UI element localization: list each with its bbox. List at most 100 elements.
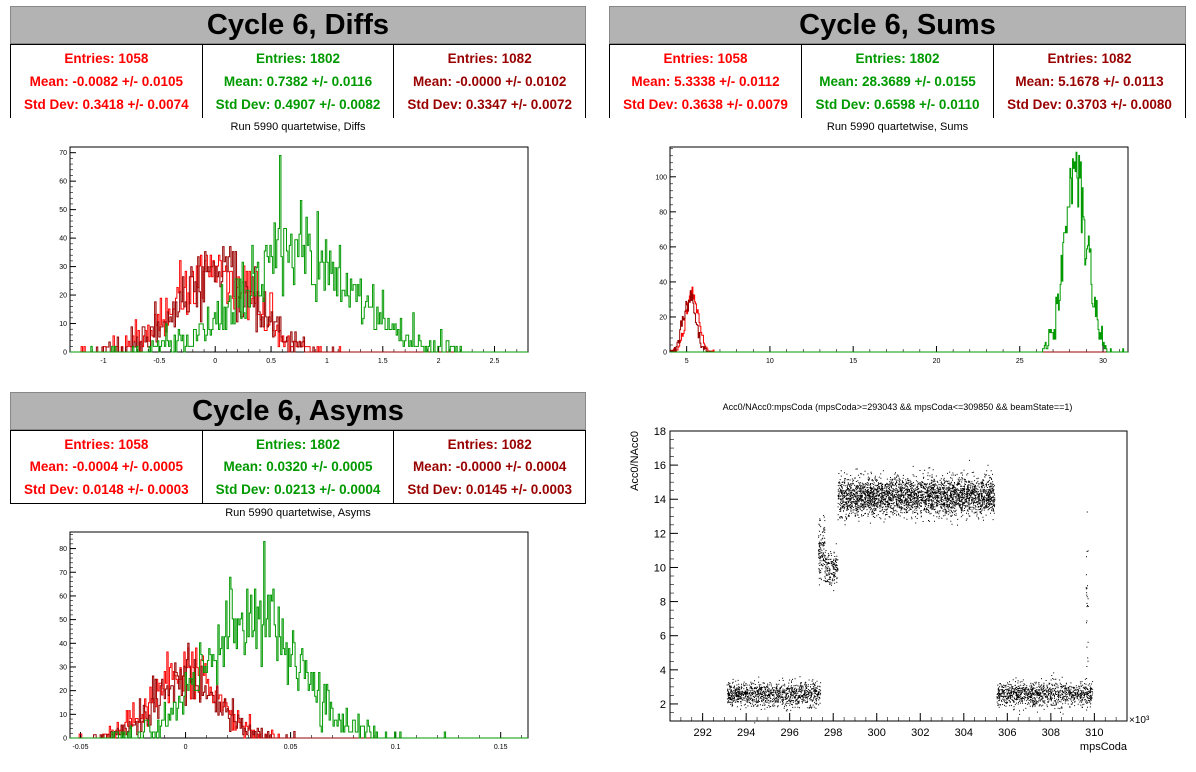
stat-entries: Entries: 1802: [255, 436, 341, 452]
x-tick-label: 10: [766, 358, 774, 365]
y-tick-label: 10: [654, 562, 666, 574]
x-tick-label: -0.05: [73, 744, 89, 751]
sums-stats-box: Entries: 1058 Mean: 5.3338 +/- 0.0112 St…: [609, 44, 1186, 118]
stat-std: Std Dev: 0.0148 +/- 0.0003: [23, 482, 189, 498]
scatter-points: [726, 459, 1094, 724]
x-tick-label: 0.05: [284, 744, 298, 751]
diffs-stats-box: Entries: 1058 Mean: -0.0082 +/- 0.0105 S…: [10, 44, 586, 118]
x-tick-label: 302: [911, 727, 929, 739]
x-tick-label: 0: [213, 358, 217, 365]
y-tick-label: 50: [59, 617, 67, 624]
x-tick-label: 294: [737, 727, 755, 739]
stat-mean: Mean: 5.1678 +/- 0.0113: [1015, 74, 1164, 89]
y-tick-label: 0: [63, 350, 67, 357]
diffs-stats-series1: Entries: 1058 Mean: -0.0082 +/- 0.0105 S…: [11, 45, 202, 118]
stat-entries: Entries: 1802: [855, 51, 940, 66]
diffs-histogram: -1 -0.5 0 0.5 1 1.5 2 2.5 0 10 20 30 40 50 60 70: [59, 146, 529, 365]
x-tick-label: 1: [325, 358, 329, 365]
stat-mean: Mean: -0.0004 +/- 0.0005: [29, 459, 184, 475]
asyms-stats-series1: Entries: 1058 Mean: -0.0004 +/- 0.0005 S…: [11, 431, 202, 503]
stat-mean: Mean: -0.0082 +/- 0.0105: [29, 74, 184, 89]
series-green-hist: [670, 151, 1128, 353]
y-tick-label: 20: [59, 293, 67, 300]
x-tick-label: 0.15: [494, 744, 508, 751]
x-tick-label: 2.5: [490, 358, 500, 365]
stat-entries: Entries: 1082: [1047, 51, 1132, 66]
y-tick-label: 40: [659, 279, 667, 286]
stat-entries: Entries: 1082: [447, 51, 532, 66]
y-tick-label: 30: [59, 664, 67, 671]
asyms-stats-box: Entries: 1058 Mean: -0.0004 +/- 0.0005 S…: [10, 430, 586, 504]
stat-mean: Mean: -0.0000 +/- 0.0004: [412, 459, 567, 475]
y-tick-label: 10: [59, 321, 67, 328]
scatter-plot: 292 294 296 298 300 302 304 306 308 310 2 4 6 8 10 12 14…: [629, 426, 1150, 753]
stat-std: Std Dev: 0.4907 +/- 0.0082: [215, 97, 381, 112]
y-tick-label: 30: [59, 264, 67, 271]
stat-entries: Entries: 1058: [64, 51, 149, 66]
y-axis-label: Acc0/NAcc0: [629, 431, 641, 491]
x-tick-label: 0.1: [391, 744, 401, 751]
series-darkred-hist: [670, 290, 1128, 353]
series-red-hist: [70, 254, 528, 353]
y-tick-label: 4: [660, 665, 666, 677]
scatter-chart-title: Acc0/NAcc0:mpsCoda (mpsCoda>=293043 && m…: [722, 402, 1073, 412]
plot-frame: [669, 430, 1128, 722]
x-tick-label: 5: [685, 358, 689, 365]
y-tick-label: 70: [59, 150, 67, 157]
y-tick-label: 20: [59, 688, 67, 695]
y-tick-label: 60: [59, 179, 67, 186]
series-red-hist: [670, 286, 1128, 353]
x-multiplier-label: ×10³: [1129, 715, 1150, 726]
x-tick-label: 298: [824, 727, 842, 739]
y-tick-label: 8: [660, 597, 666, 609]
x-tick-label: 2: [437, 358, 441, 365]
y-tick-label: 70: [59, 570, 67, 577]
y-tick-label: 12: [654, 528, 666, 540]
x-tick-label: 304: [955, 727, 973, 739]
sums-histogram: 5 10 15 20 25 30 0 20 40 60 80 100: [655, 146, 1129, 365]
diffs-title: Cycle 6, Diffs: [10, 6, 586, 44]
x-tick-label: 0.5: [266, 358, 276, 365]
x-tick-label: 306: [998, 727, 1016, 739]
x-axis-label: mpsCoda: [1080, 741, 1128, 753]
y-tick-label: 40: [59, 236, 67, 243]
stat-std: Std Dev: 0.3347 +/- 0.0072: [407, 97, 573, 112]
y-tick-label: 0: [663, 350, 667, 357]
diffs-stats-series2: Entries: 1802 Mean: 0.7382 +/- 0.0116 St…: [201, 45, 394, 118]
stat-entries: Entries: 1058: [663, 51, 748, 66]
stat-mean: Mean: 5.3338 +/- 0.0112: [631, 74, 780, 89]
stat-std: Std Dev: 0.3418 +/- 0.0074: [23, 97, 189, 112]
sums-title: Cycle 6, Sums: [609, 6, 1186, 44]
scatter-cluster: [726, 676, 822, 724]
x-tick-label: 20: [933, 358, 941, 365]
x-tick-label: 15: [849, 358, 857, 365]
stat-entries: Entries: 1082: [447, 436, 532, 452]
stat-std: Std Dev: 0.0213 +/- 0.0004: [215, 482, 381, 498]
x-tick-label: -0.5: [153, 358, 165, 365]
y-tick-label: 6: [660, 631, 666, 643]
y-tick-label: 10: [59, 712, 67, 719]
y-tick-label: 80: [659, 209, 667, 216]
stat-entries: Entries: 1802: [255, 51, 341, 66]
x-tick-label: 308: [1042, 727, 1060, 739]
y-tick-label: 18: [654, 426, 666, 438]
x-tick-label: 30: [1099, 358, 1107, 365]
y-tick-label: 2: [660, 699, 666, 711]
stat-mean: Mean: 0.0320 +/- 0.0005: [223, 459, 373, 475]
y-tick-label: 50: [59, 207, 67, 214]
y-tick-label: 80: [59, 546, 67, 553]
stat-mean: Mean: 0.7382 +/- 0.0116: [223, 74, 373, 89]
x-tick-label: 310: [1085, 727, 1103, 739]
x-tick-label: 1.5: [378, 358, 388, 365]
sums-chart-title: Run 5990 quartetwise, Sums: [826, 121, 969, 133]
diffs-chart-title: Run 5990 quartetwise, Diffs: [230, 121, 366, 133]
series-darkred-hist: [70, 246, 528, 353]
y-tick-label: 14: [654, 494, 666, 506]
scatter-cluster: [818, 515, 826, 586]
y-tick-label: 16: [654, 460, 666, 472]
x-tick-label: 0: [184, 744, 188, 751]
series-green-hist: [70, 155, 528, 353]
stat-std: Std Dev: 0.3703 +/- 0.0080: [1007, 97, 1172, 112]
x-tick-label: 25: [1016, 358, 1024, 365]
asyms-histogram: -0.05 0 0.05 0.1 0.15 0 10 20 30 40 50 60 70 80: [59, 531, 529, 751]
